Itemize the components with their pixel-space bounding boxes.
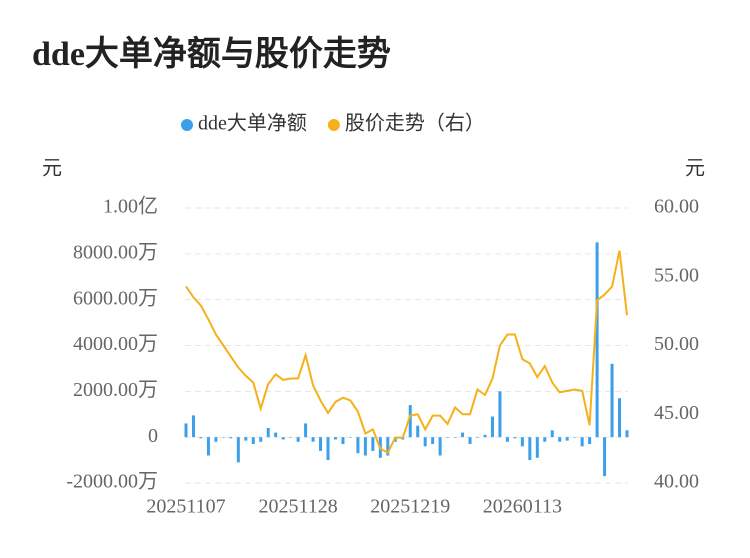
bar: [580, 437, 584, 447]
y-tick-label: 8000.00万: [73, 241, 158, 263]
bar: [476, 437, 480, 438]
y-tick-label: 2000.00万: [73, 379, 158, 401]
bar: [266, 428, 270, 438]
bar: [356, 437, 360, 454]
bar: [184, 423, 188, 438]
bar: [558, 437, 562, 442]
legend-label: 股价走势（右）: [345, 112, 485, 135]
bar: [446, 437, 450, 438]
bar: [363, 437, 367, 456]
bar: [371, 437, 375, 451]
bar: [423, 437, 427, 447]
bar: [565, 437, 569, 441]
bar: [333, 437, 337, 440]
y-axis-label: 元: [42, 158, 62, 180]
bar: [431, 437, 435, 445]
bar: [610, 363, 614, 438]
y-tick-label: 6000.00万: [73, 287, 158, 309]
y2-tick-label: 55.00: [654, 264, 699, 286]
legend-marker: [181, 119, 193, 131]
bar: [461, 432, 465, 438]
y-tick-label: 4000.00万: [73, 333, 158, 355]
bar: [214, 437, 218, 442]
y2-tick-label: 60.00: [654, 196, 699, 218]
bar: [588, 437, 592, 445]
x-tick-label: 20251107: [146, 496, 225, 518]
bar: [274, 432, 278, 438]
bar: [386, 437, 390, 456]
chart-title: dde大单净额与股价走势: [32, 35, 391, 73]
bar: [251, 437, 255, 445]
bar: [296, 437, 300, 442]
y-tick-label: 0: [148, 425, 158, 447]
bar: [326, 437, 330, 461]
legend-label: dde大单净额: [198, 112, 307, 135]
y2-tick-label: 50.00: [654, 333, 699, 355]
bar: [244, 437, 248, 441]
bar: [319, 437, 323, 451]
y-tick-label: 1.00亿: [103, 195, 158, 218]
bar: [221, 437, 225, 438]
bar: [289, 437, 293, 438]
y2-tick-label: 40.00: [654, 471, 699, 493]
y2-tick-label: 45.00: [654, 402, 699, 424]
bar: [550, 430, 554, 438]
bar: [573, 437, 577, 438]
x-tick-label: 20260113: [483, 496, 562, 518]
bar: [191, 415, 195, 438]
price-line: [185, 250, 628, 455]
bar: [259, 437, 263, 442]
bar: [490, 416, 494, 438]
bar: [438, 437, 442, 456]
bar: [618, 398, 622, 438]
bar: [543, 437, 547, 442]
bar: [408, 405, 412, 438]
bar: [513, 437, 517, 439]
bar: [498, 391, 502, 438]
bar: [520, 437, 524, 447]
bar: [199, 437, 203, 439]
x-tick-label: 20251128: [258, 496, 337, 518]
bar: [304, 423, 308, 438]
bar: [311, 437, 315, 442]
bar: [281, 437, 285, 440]
bar: [206, 437, 210, 456]
bar: [236, 437, 240, 463]
legend-marker: [327, 119, 340, 131]
bar: [483, 434, 487, 438]
bar: [625, 430, 629, 438]
x-tick-label: 20251219: [370, 496, 450, 518]
bar: [528, 437, 532, 461]
bar: [453, 437, 457, 438]
bar: [603, 437, 607, 477]
bar: [416, 425, 420, 438]
bar: [468, 437, 472, 445]
bar: [595, 242, 599, 438]
bar: [229, 437, 233, 439]
y-tick-label: -2000.00万: [66, 471, 158, 493]
bar: [341, 437, 345, 445]
bar: [535, 437, 539, 458]
bar: [348, 437, 352, 438]
y2-axis-label: 元: [685, 158, 705, 180]
bar: [505, 437, 509, 442]
